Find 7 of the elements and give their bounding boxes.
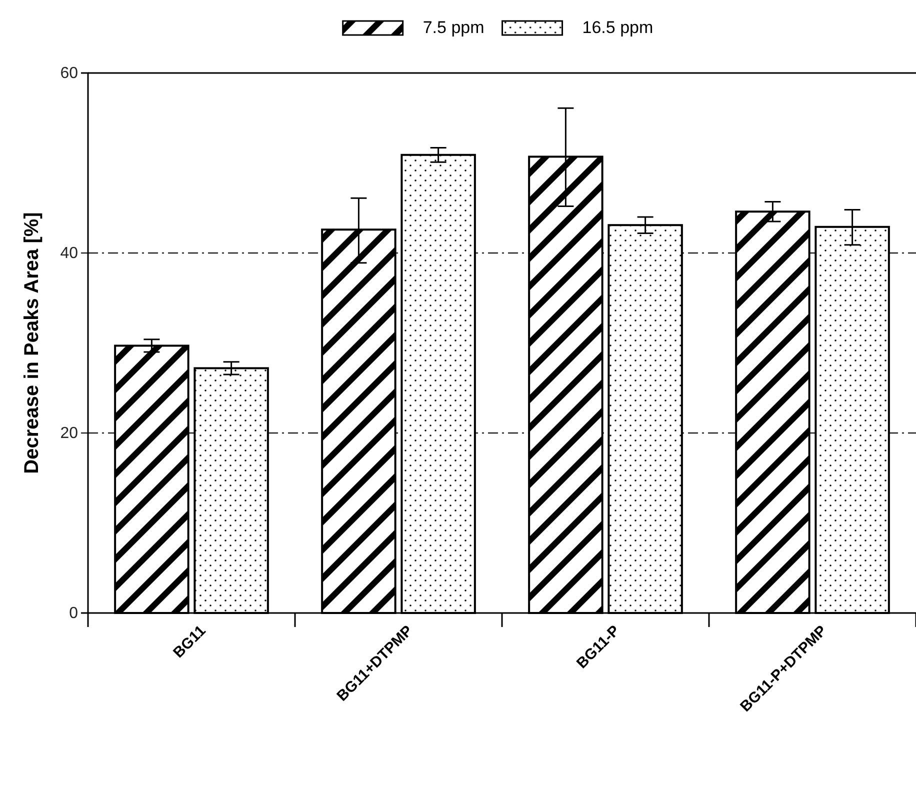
y-tick-label: 40 (60, 245, 78, 262)
y-axis-title: Decrease in Peaks Area [%] (21, 212, 43, 474)
y-tick-label: 0 (69, 605, 78, 622)
y-tick-label: 20 (60, 425, 78, 442)
y-tick-label: 60 (60, 65, 78, 82)
legend-label: 7.5 ppm (422, 18, 484, 37)
legend-label: 16.5 ppm (582, 18, 654, 37)
